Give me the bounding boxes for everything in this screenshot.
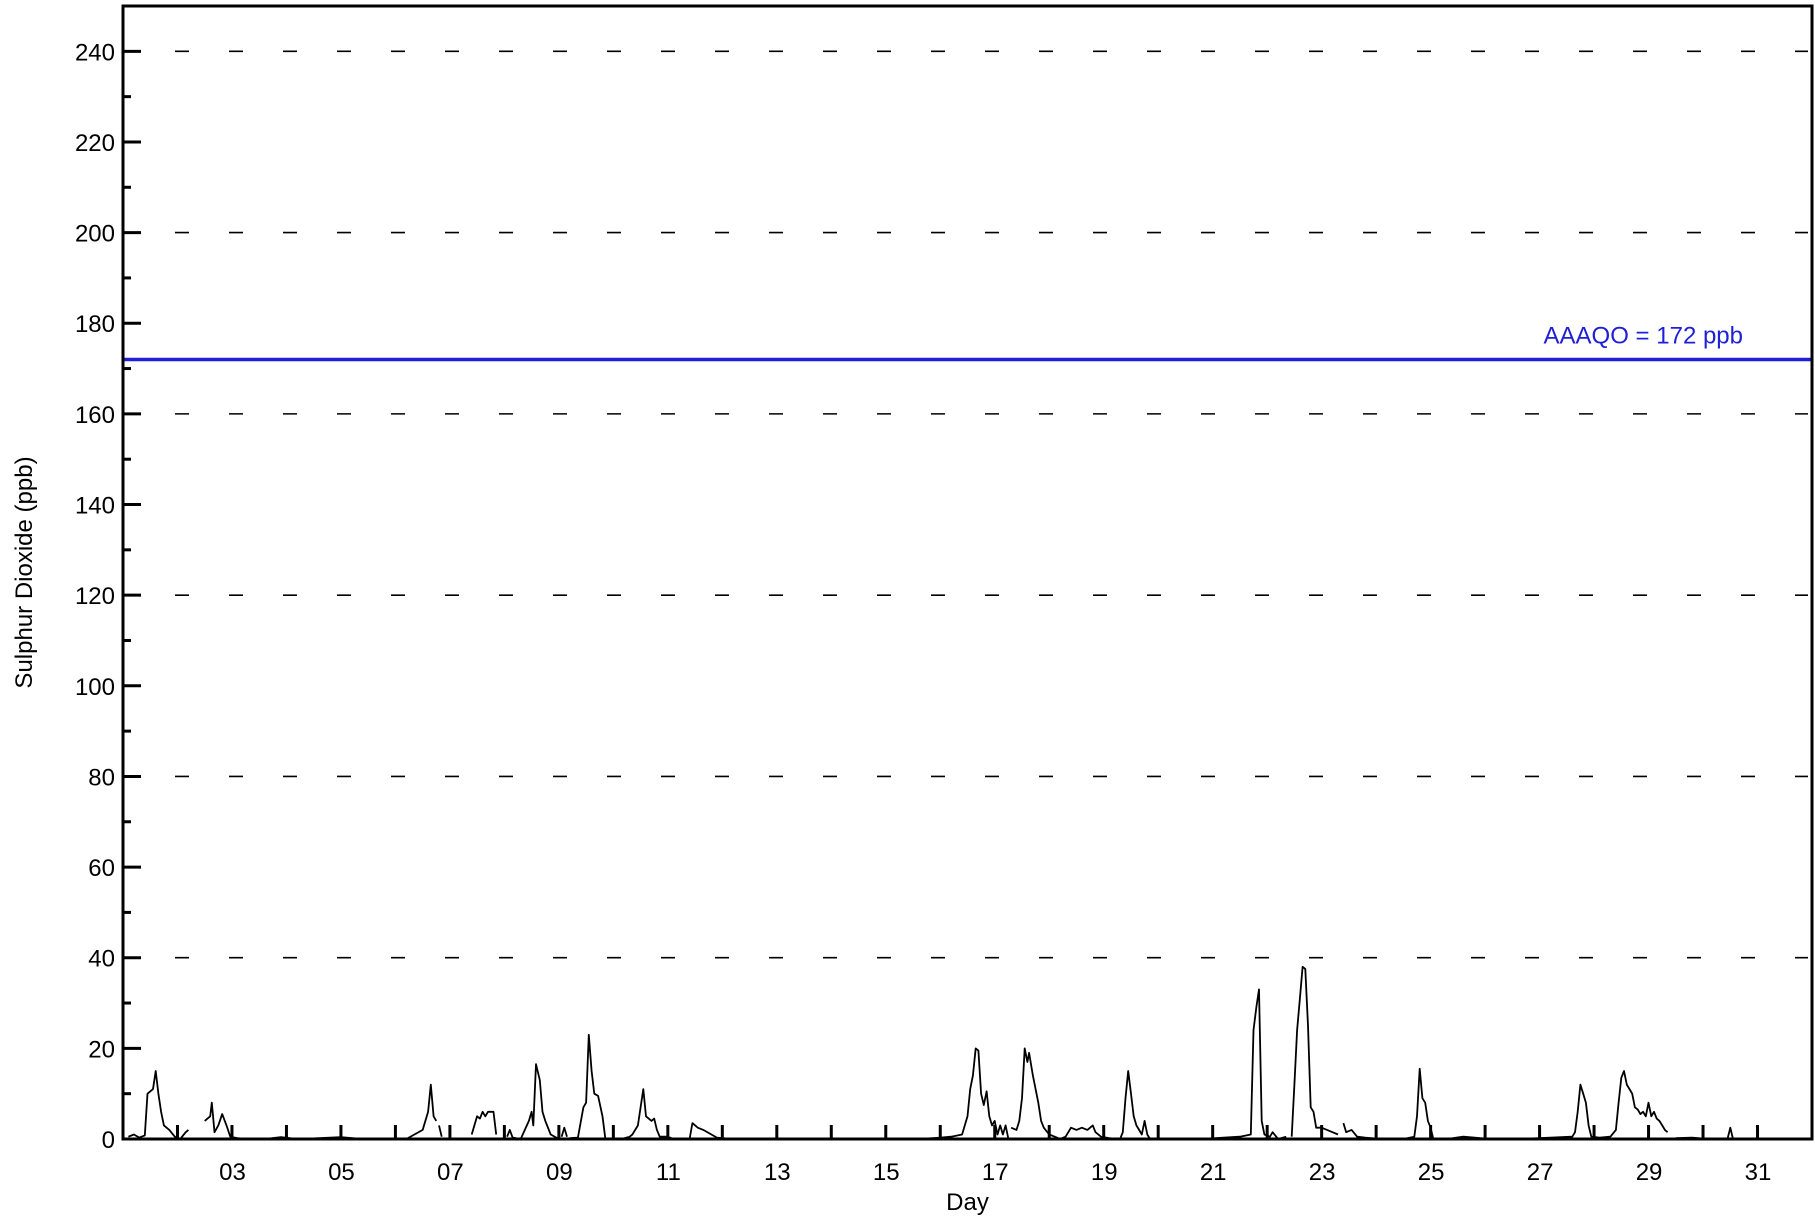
x-axis-ticks: 03 05 07 09 11 13 15 17 19 21 23 25 27 29 31 — [175, 1125, 1772, 1186]
series-line-segment — [1290, 965, 1339, 1137]
x-tick-label: 03 — [219, 1159, 246, 1186]
y-tick-label: 0 — [102, 1127, 115, 1154]
y-axis-title: Sulphur Dioxide (ppb) — [11, 456, 38, 688]
x-tick-label: 05 — [328, 1159, 355, 1186]
series-line-segment — [438, 1125, 443, 1137]
series-line-segment — [1010, 988, 1287, 1140]
x-tick-label: 19 — [1091, 1159, 1118, 1186]
x-tick-label: 17 — [982, 1159, 1009, 1186]
gridlines — [175, 50, 1808, 959]
y-tick-label: 60 — [88, 855, 115, 882]
x-tick-label: 21 — [1200, 1159, 1227, 1186]
y-tick-label: 20 — [88, 1036, 115, 1063]
x-tick-label: 23 — [1309, 1159, 1336, 1186]
plot-frame — [121, 4, 1814, 1141]
y-tick-label: 140 — [75, 493, 115, 520]
y-tick-label: 100 — [75, 674, 115, 701]
x-axis-title: Day — [946, 1189, 989, 1216]
y-tick-label: 220 — [75, 130, 115, 157]
x-tick-label: 15 — [873, 1159, 900, 1186]
series-line-segment — [470, 1110, 498, 1135]
x-tick-label: 13 — [764, 1159, 791, 1186]
series-line-segment — [569, 1033, 607, 1139]
y-tick-label: 240 — [75, 39, 115, 66]
x-tick-label: 25 — [1418, 1159, 1445, 1186]
x-tick-label: 11 — [656, 1159, 681, 1186]
y-tick-label: 120 — [75, 583, 115, 610]
x-tick-label: 09 — [546, 1159, 573, 1186]
y-tick-label: 180 — [75, 311, 115, 338]
y-tick-label: 200 — [75, 221, 115, 248]
series-line-segment — [204, 1083, 438, 1140]
x-tick-label: 27 — [1527, 1159, 1554, 1186]
x-tick-label: 31 — [1745, 1159, 1772, 1186]
x-tick-label: 29 — [1636, 1159, 1663, 1186]
series-line-segment — [1446, 1070, 1669, 1140]
reference-line-group: AAAQO = 172 ppb — [123, 322, 1812, 362]
y-tick-label: 80 — [88, 764, 115, 791]
y-tick-label: 40 — [88, 946, 115, 973]
y-tick-label: 160 — [75, 402, 115, 429]
y-axis-ticks: 0 20 40 60 80 100 120 140 160 180 200 220 240 — [75, 4, 141, 1154]
x-tick-label: 07 — [437, 1159, 464, 1186]
aaaqo-reference-label: AAAQO = 172 ppb — [1544, 322, 1743, 349]
series-line-segment — [1342, 1067, 1435, 1140]
series-line-segment — [560, 1126, 568, 1137]
